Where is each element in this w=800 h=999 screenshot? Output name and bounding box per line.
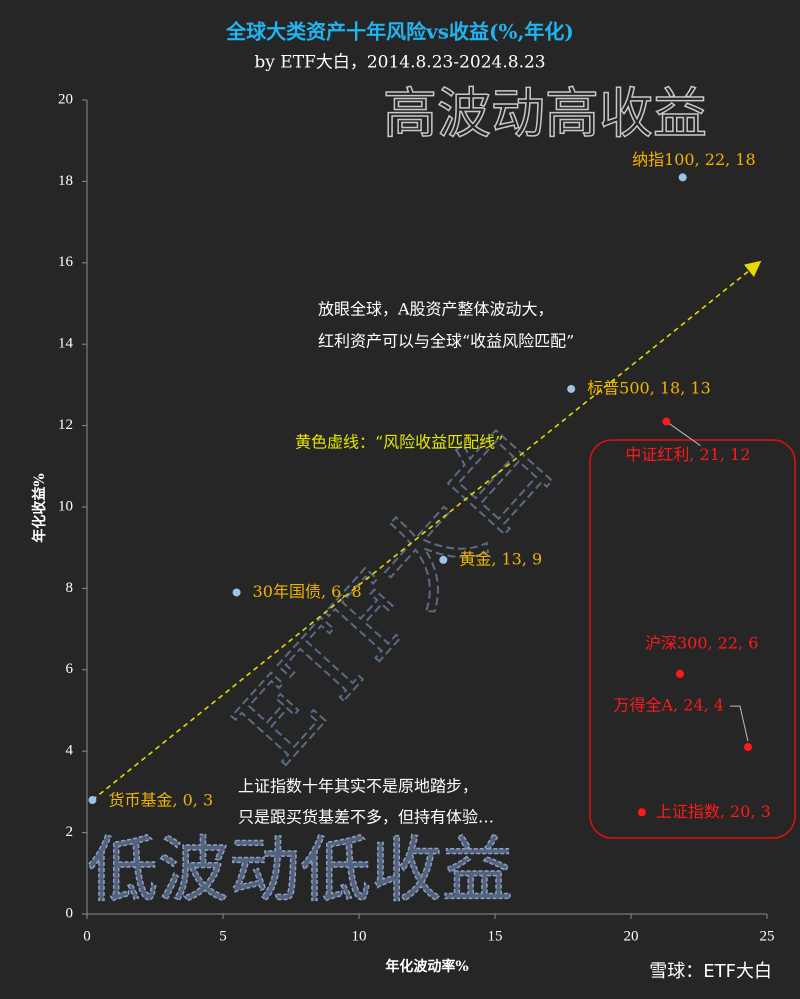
- point-label: 万得全A, 24, 4: [614, 696, 724, 715]
- y-tick-label: 6: [66, 661, 74, 677]
- y-tick-label: 12: [58, 417, 73, 433]
- annotation: 红利资产可以与全球“收益风险匹配”: [318, 332, 574, 351]
- point-label: 30年国债, 6, 8: [253, 582, 362, 601]
- point-label: 纳指100, 22, 18: [632, 150, 756, 169]
- point-label: 中证红利, 21, 12: [625, 445, 750, 464]
- point: [637, 808, 646, 817]
- y-tick-label: 14: [58, 336, 74, 352]
- x-tick-label: 25: [760, 928, 775, 944]
- y-tick-label: 8: [66, 580, 74, 596]
- y-tick-label: 20: [58, 91, 73, 107]
- point-label: 上证指数, 20, 3: [656, 802, 771, 821]
- trend-line: [91, 260, 762, 801]
- annotation: 低波动低收益: [87, 829, 513, 912]
- chart-title: 全球大类资产十年风险vs收益(%,年化): [225, 20, 574, 44]
- point: [678, 173, 687, 182]
- point: [743, 743, 752, 752]
- annotation: 只是跟买货基差不多，但持有体验…: [238, 808, 494, 827]
- point: [567, 384, 576, 393]
- annotation: 上证指数十年其实不是原地踏步，: [238, 777, 478, 796]
- annotation: 黄色虚线：“风险收益匹配线”: [295, 433, 503, 452]
- x-tick-label: 20: [624, 928, 639, 944]
- point: [675, 669, 684, 678]
- point-label: 标普500, 18, 13: [587, 378, 711, 397]
- annotation: 放眼全球，A股资产整体波动大，: [318, 300, 554, 319]
- x-tick-label: 5: [219, 928, 227, 944]
- point: [439, 555, 448, 564]
- y-tick-label: 18: [58, 173, 73, 189]
- point-label: 黄金, 13, 9: [459, 549, 542, 568]
- y-tick-label: 4: [66, 743, 74, 759]
- y-tick-label: 16: [58, 254, 74, 270]
- leader-line: [729, 705, 749, 742]
- point-label: 货币基金, 0, 3: [108, 791, 213, 810]
- footer: 雪球：ETF大白: [649, 961, 772, 982]
- point: [662, 417, 671, 426]
- x-tick-label: 0: [83, 928, 91, 944]
- y-tick-label: 2: [66, 824, 74, 840]
- x-tick-label: 10: [352, 928, 367, 944]
- y-tick-label: 10: [58, 498, 73, 514]
- point: [232, 588, 241, 597]
- chart-subtitle: by ETF大白，2014.8.23-2024.8.23: [254, 53, 545, 73]
- point: [88, 796, 97, 805]
- point-label: 沪深300, 22, 6: [645, 633, 758, 652]
- leader-line: [666, 421, 701, 446]
- x-axis-label: 年化波动率%: [385, 958, 468, 975]
- annotation: 高波动高收益: [383, 82, 707, 145]
- y-axis-label: 年化收益%: [31, 473, 48, 542]
- x-tick-label: 15: [488, 928, 503, 944]
- y-tick-label: 0: [66, 905, 74, 921]
